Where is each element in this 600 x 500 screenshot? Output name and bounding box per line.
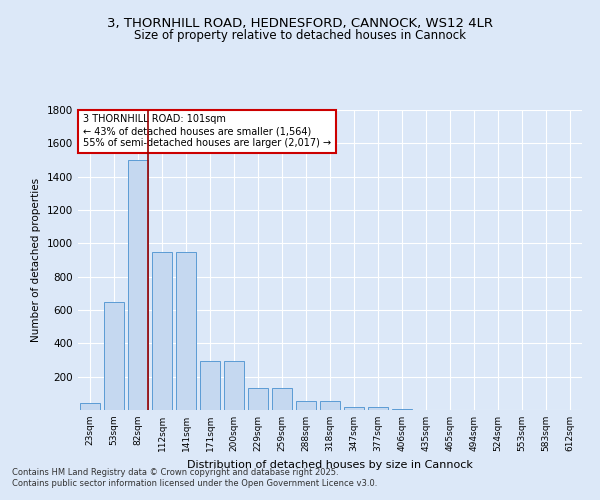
Bar [368, 406, 388, 410]
Text: 3, THORNHILL ROAD, HEDNESFORD, CANNOCK, WS12 4LR: 3, THORNHILL ROAD, HEDNESFORD, CANNOCK, … [107, 18, 493, 30]
Bar [80, 404, 100, 410]
Bar [128, 160, 148, 410]
Text: 3 THORNHILL ROAD: 101sqm
← 43% of detached houses are smaller (1,564)
55% of sem: 3 THORNHILL ROAD: 101sqm ← 43% of detach… [83, 114, 331, 148]
Bar [392, 408, 412, 410]
Bar [248, 388, 268, 410]
Bar [104, 302, 124, 410]
Bar [296, 401, 316, 410]
Y-axis label: Number of detached properties: Number of detached properties [31, 178, 41, 342]
Bar [176, 252, 196, 410]
Text: Size of property relative to detached houses in Cannock: Size of property relative to detached ho… [134, 29, 466, 42]
Bar [320, 401, 340, 410]
Bar [152, 252, 172, 410]
Bar [200, 361, 220, 410]
Bar [344, 406, 364, 410]
Text: Contains HM Land Registry data © Crown copyright and database right 2025.
Contai: Contains HM Land Registry data © Crown c… [12, 468, 377, 487]
Bar [272, 388, 292, 410]
X-axis label: Distribution of detached houses by size in Cannock: Distribution of detached houses by size … [187, 460, 473, 469]
Bar [224, 361, 244, 410]
